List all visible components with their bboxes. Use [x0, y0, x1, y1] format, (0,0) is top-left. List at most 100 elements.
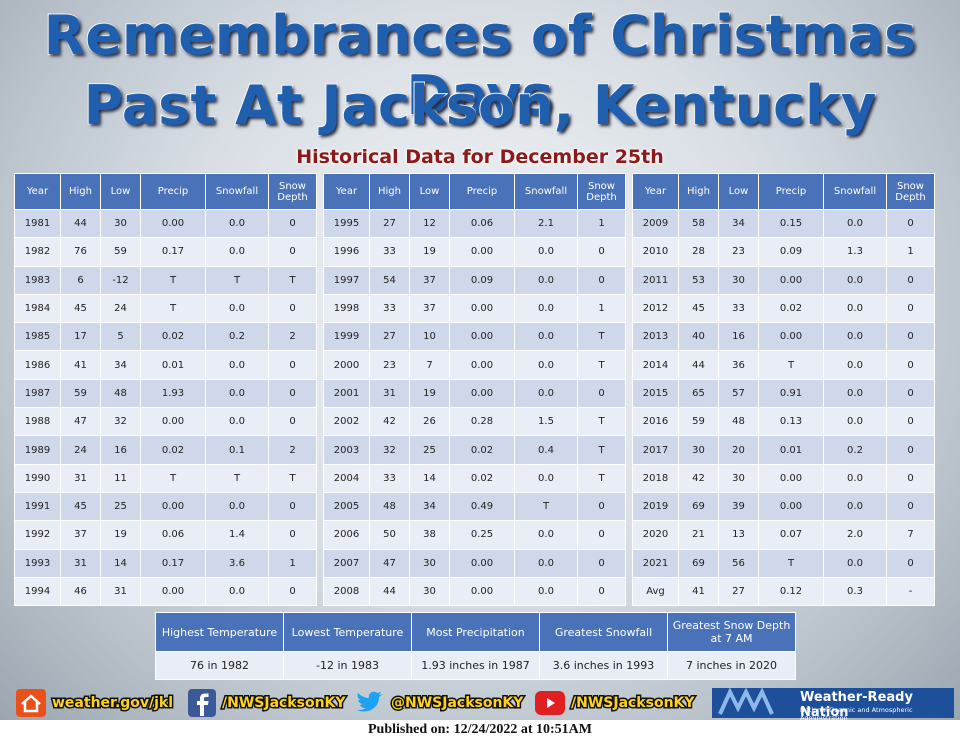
- cell: 1995: [323, 208, 370, 239]
- data-table: Year High Low Precip Snowfall Snow Depth 1995 2…: [323, 173, 626, 607]
- cell: 2: [268, 322, 317, 352]
- cell: Avg: [632, 576, 679, 607]
- cell: 0.0: [514, 237, 578, 267]
- cell: 1.5: [514, 407, 578, 437]
- summary-value: 76 in 1982: [155, 651, 284, 680]
- title: Past At Jackson, Kentucky: [83, 74, 878, 137]
- cell: 23: [369, 350, 410, 380]
- cell: 0.00: [449, 576, 515, 607]
- cell: 56: [718, 548, 759, 578]
- website-link[interactable]: weather.gov/jkl: [16, 688, 175, 718]
- cell: 0.0: [823, 548, 887, 578]
- cell: 33: [369, 237, 410, 267]
- cell: 0: [577, 237, 626, 267]
- cell: 0.3: [823, 576, 887, 607]
- row: 1996 33 19 0.00 0.0 0: [323, 237, 626, 267]
- cell: 31: [369, 378, 410, 409]
- row: Avg 41 27 0.12 0.3-: [632, 576, 935, 607]
- cell: 0: [886, 435, 935, 465]
- column-header: High: [60, 173, 101, 210]
- row: 2019 69 39 0.00 0.0 0: [632, 491, 935, 522]
- cell: 0.12: [758, 576, 824, 607]
- cell: 2001: [323, 378, 370, 409]
- cell: 1997: [323, 265, 370, 295]
- cell: 1981: [14, 208, 61, 239]
- cell: 0: [268, 208, 317, 239]
- cell: 2021: [632, 548, 679, 578]
- cell: 0: [577, 576, 626, 607]
- row: 1992 37 19 0.06 1.4 0: [14, 520, 317, 550]
- data-table: Year High Low Precip Snowfall Snow Depth 2009 5…: [632, 173, 935, 607]
- cell: 45: [60, 491, 101, 522]
- cell: 24: [60, 435, 101, 465]
- column-header: Snow Depth: [577, 173, 626, 210]
- cell: 0.0: [823, 265, 887, 295]
- cell: 1: [268, 548, 317, 578]
- row: 2003 32 25 0.02 0.4 T: [323, 435, 626, 465]
- cell: -: [886, 576, 935, 607]
- row: 2002 42 26 0.28 1.5 T: [323, 407, 626, 437]
- cell: 16: [100, 435, 141, 465]
- cell: 48: [100, 378, 141, 409]
- twitter-link[interactable]: @NWSJacksonKY: [355, 688, 525, 718]
- cell: 30: [718, 265, 759, 295]
- cell: T: [577, 407, 626, 437]
- cell: 0.00: [758, 265, 824, 295]
- cell: 1.3: [823, 237, 887, 267]
- cell: 2.0: [823, 520, 887, 550]
- row: 1993 31 14 0.17 3.6 1: [14, 548, 317, 578]
- cell: 0: [268, 293, 317, 324]
- cell: T: [268, 463, 317, 493]
- column-header: Year: [323, 173, 370, 210]
- cell: 34: [100, 350, 141, 380]
- row: 2016 59 48 0.13 0.0 0: [632, 407, 935, 437]
- cell: 27: [369, 208, 410, 239]
- cell: 0.00: [758, 322, 824, 352]
- column-header: Year: [632, 173, 679, 210]
- cell: 0.0: [205, 576, 269, 607]
- row: 1994 46 31 0.00 0.0 0: [14, 576, 317, 607]
- row: 2015 65 57 0.91 0.0 0: [632, 378, 935, 409]
- cell: 46: [60, 576, 101, 607]
- youtube-link[interactable]: /NWSJacksonKY: [535, 688, 696, 718]
- cell: 14: [100, 548, 141, 578]
- column-header: Precip: [140, 173, 206, 210]
- summary-value: 3.6 inches in 1993: [539, 651, 668, 680]
- summary-header: Lowest Temperature: [283, 612, 412, 652]
- cell: 1.4: [205, 520, 269, 550]
- cell: 0.02: [140, 435, 206, 465]
- cell: 0: [268, 350, 317, 380]
- cell: 0.0: [514, 463, 578, 493]
- cell: 1992: [14, 520, 61, 550]
- cell: 1985: [14, 322, 61, 352]
- cell: 36: [718, 350, 759, 380]
- twitter-icon: [357, 691, 383, 712]
- column-header: High: [369, 173, 410, 210]
- cell: 0.07: [758, 520, 824, 550]
- cell: 0.49: [449, 491, 515, 522]
- cell: 0.0: [205, 208, 269, 239]
- cell: 47: [369, 548, 410, 578]
- cell: 69: [678, 491, 719, 522]
- row: 1987 59 48 1.93 0.0 0: [14, 378, 317, 409]
- facebook-link[interactable]: /NWSJacksonKY: [188, 688, 347, 718]
- published: Published on: 12/24/2022 at 10:51AM: [0, 720, 960, 740]
- cell: 0: [886, 378, 935, 409]
- cell: 0.00: [758, 463, 824, 493]
- cell: 14: [409, 463, 450, 493]
- youtube-icon: [535, 691, 565, 715]
- cell: 0.1: [205, 435, 269, 465]
- row: 1982 76 59 0.17 0.0 0: [14, 237, 317, 267]
- cell: 0: [268, 520, 317, 550]
- cell: 0: [886, 350, 935, 380]
- cell: 0.0: [514, 265, 578, 295]
- title: Remembrances of Christmas Days: [43, 4, 918, 127]
- cell: T: [758, 350, 824, 380]
- cell: 0.0: [205, 407, 269, 437]
- wrn-mark: [718, 688, 774, 715]
- brand-logo: Weather-Ready Nation National Oceanic an…: [712, 688, 954, 722]
- cell: 32: [369, 435, 410, 465]
- cell: 42: [369, 407, 410, 437]
- cell: T: [577, 350, 626, 380]
- summary-value: 7 inches in 2020: [667, 651, 796, 680]
